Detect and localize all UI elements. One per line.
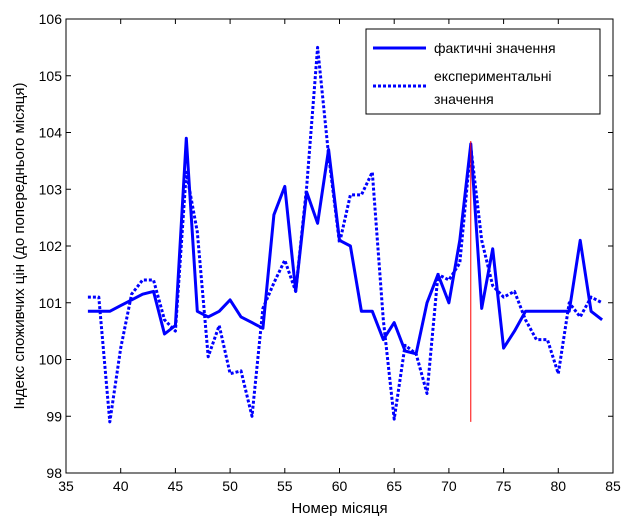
y-tick-label: 102 (39, 238, 63, 254)
y-tick-label: 101 (39, 295, 63, 311)
x-tick-label: 70 (441, 478, 457, 494)
y-axis-label: Індекс споживчих цін (до попереднього мі… (11, 82, 28, 409)
y-ticks: 98 99 100 101 102 103 104 105 106 (39, 11, 613, 481)
legend-box (365, 28, 601, 115)
y-tick-label: 104 (39, 125, 63, 141)
x-tick-label: 75 (496, 478, 512, 494)
legend-label-experimental-line1: експериментальні (434, 68, 552, 84)
y-tick-label: 106 (39, 11, 63, 27)
y-tick-label: 98 (46, 465, 62, 481)
series-line-experimental (87, 45, 603, 424)
x-tick-label: 50 (222, 478, 238, 494)
series-layer (87, 45, 604, 424)
x-tick-label: 40 (113, 478, 129, 494)
x-tick-label: 55 (277, 478, 293, 494)
x-ticks: 35 40 45 50 55 60 65 70 75 80 85 (58, 19, 621, 494)
legend-label-experimental-line2: значення (434, 91, 494, 107)
x-axis-label: Номер місяця (291, 500, 387, 517)
x-tick-label: 85 (605, 478, 621, 494)
legend: фактичні значення експериментальні значе… (365, 28, 601, 115)
x-tick-label: 45 (168, 478, 184, 494)
y-tick-label: 103 (39, 181, 63, 197)
x-tick-label: 60 (332, 478, 348, 494)
y-tick-label: 99 (46, 408, 62, 424)
x-tick-label: 65 (386, 478, 402, 494)
series-line-actual (87, 136, 604, 356)
y-tick-label: 100 (39, 352, 63, 368)
y-tick-label: 105 (39, 68, 63, 84)
x-tick-label: 80 (551, 478, 567, 494)
legend-label-actual: фактичні значення (434, 40, 556, 56)
x-tick-label: 35 (58, 478, 74, 494)
